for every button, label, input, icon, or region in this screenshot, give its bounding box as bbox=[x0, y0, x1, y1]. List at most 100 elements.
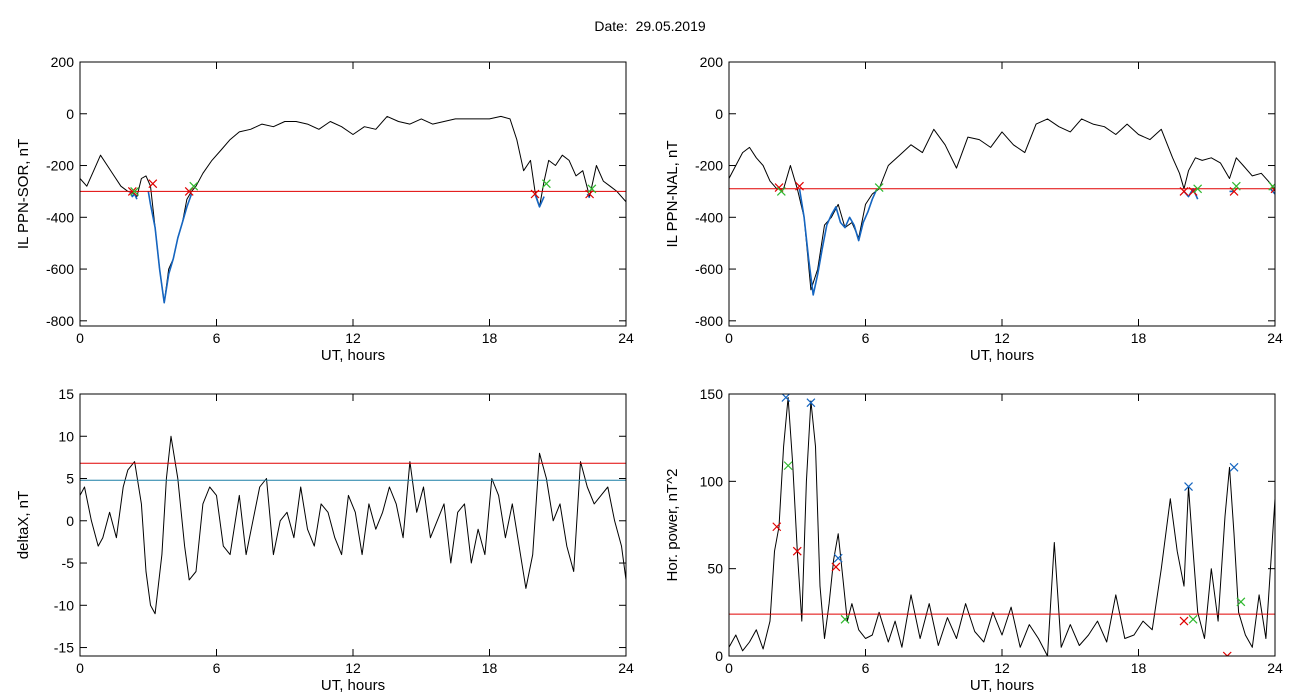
x-tick-label: 12 bbox=[994, 330, 1010, 346]
y-axis-label: Hor. power, nT^2 bbox=[664, 469, 681, 582]
marker-x bbox=[1188, 186, 1198, 196]
x-tick-label: 6 bbox=[862, 660, 870, 676]
marker-x bbox=[1222, 651, 1232, 656]
marker-x bbox=[776, 186, 786, 196]
x-tick-label: 18 bbox=[1131, 660, 1147, 676]
marker-x bbox=[1193, 184, 1203, 194]
marker-x bbox=[840, 614, 850, 624]
x-tick-label: 0 bbox=[76, 660, 84, 676]
marker-x bbox=[1231, 181, 1241, 191]
marker-x bbox=[587, 184, 597, 194]
marker-x bbox=[831, 562, 841, 572]
x-tick-label: 24 bbox=[618, 330, 634, 346]
marker-x bbox=[1229, 462, 1239, 472]
marker-x bbox=[833, 553, 843, 563]
plot-area bbox=[729, 394, 1275, 656]
marker-x bbox=[792, 546, 802, 556]
y-tick-label: -800 bbox=[46, 313, 74, 329]
y-tick-label: 200 bbox=[51, 54, 75, 70]
x-tick-label: 24 bbox=[1267, 330, 1283, 346]
series-line-0 bbox=[729, 397, 1275, 656]
y-tick-label: 0 bbox=[715, 648, 723, 664]
series-line-3 bbox=[534, 193, 545, 208]
x-tick-label: 6 bbox=[862, 330, 870, 346]
marker-x bbox=[130, 186, 140, 196]
y-tick-label: 0 bbox=[66, 106, 74, 122]
marker-x bbox=[148, 179, 158, 189]
marker-x bbox=[1179, 616, 1189, 626]
marker-x bbox=[1268, 181, 1275, 191]
series-line-0 bbox=[80, 115, 626, 304]
x-tick-label: 0 bbox=[76, 330, 84, 346]
x-axis-label: UT, hours bbox=[321, 347, 385, 364]
marker-x bbox=[806, 398, 816, 408]
series-line-2 bbox=[147, 191, 193, 304]
x-axis-label: UT, hours bbox=[970, 347, 1034, 364]
y-tick-label: -400 bbox=[46, 209, 74, 225]
y-tick-label: -600 bbox=[695, 261, 723, 277]
marker-x bbox=[783, 461, 793, 471]
plot-area bbox=[729, 118, 1275, 296]
x-tick-label: 24 bbox=[618, 660, 634, 676]
marker-x bbox=[1184, 482, 1193, 491]
y-tick-label: 200 bbox=[700, 54, 724, 70]
x-axis-label: UT, hours bbox=[970, 677, 1034, 694]
x-tick-label: 12 bbox=[994, 660, 1010, 676]
x-tick-label: 0 bbox=[725, 660, 733, 676]
marker-x bbox=[874, 183, 884, 192]
y-tick-label: -400 bbox=[695, 209, 723, 225]
x-tick-label: 24 bbox=[1267, 660, 1283, 676]
x-tick-label: 6 bbox=[213, 660, 221, 676]
series-line-0 bbox=[729, 118, 1275, 291]
marker-x bbox=[530, 189, 540, 199]
page-title: Date: 29.05.2019 bbox=[594, 18, 706, 34]
marker-x bbox=[189, 181, 199, 191]
y-axis-label: IL PPN-SOR, nT bbox=[15, 139, 32, 249]
marker-x bbox=[585, 189, 595, 199]
y-tick-label: 0 bbox=[715, 106, 723, 122]
x-tick-label: 12 bbox=[345, 330, 361, 346]
marker-x bbox=[1179, 186, 1189, 196]
y-tick-label: -10 bbox=[54, 597, 74, 613]
x-tick-label: 18 bbox=[482, 660, 498, 676]
y-tick-label: 0 bbox=[66, 513, 74, 529]
y-tick-label: 150 bbox=[700, 386, 724, 402]
chart-il_nal: 0 6 12 18 24 200 0 -200 -400 -600 -800 UT, hours IL … bbox=[664, 54, 1283, 364]
y-tick-label: 50 bbox=[707, 561, 723, 577]
y-axis-label: deltaX, nT bbox=[15, 491, 32, 559]
y-tick-label: 100 bbox=[700, 473, 724, 489]
marker-x bbox=[127, 186, 137, 196]
marker-x bbox=[1188, 614, 1198, 624]
chart-il_sor: 0 6 12 18 24 200 0 -200 -400 -600 -800 UT, hours IL … bbox=[15, 54, 634, 364]
marker-x bbox=[541, 179, 551, 189]
marker-x bbox=[1236, 597, 1246, 607]
x-tick-label: 18 bbox=[482, 330, 498, 346]
plot-frame bbox=[79, 393, 627, 657]
series-line-1 bbox=[798, 188, 878, 296]
y-tick-label: -200 bbox=[46, 158, 74, 174]
y-tick-label: -600 bbox=[46, 261, 74, 277]
y-tick-label: -15 bbox=[54, 640, 74, 656]
plot-frame bbox=[728, 61, 1276, 327]
chart-hor_power: 0 6 12 18 24 150 100 50 0 UT, hours Hor. power, nT… bbox=[664, 386, 1283, 694]
y-tick-label: 15 bbox=[58, 386, 74, 402]
series-line-0 bbox=[80, 435, 626, 615]
marker-x bbox=[795, 181, 804, 191]
y-tick-label: -800 bbox=[695, 313, 723, 329]
plot-frame bbox=[728, 393, 1276, 657]
y-tick-label: 10 bbox=[58, 428, 74, 444]
y-axis-label: IL PPN-NAL, nT bbox=[664, 141, 681, 248]
chart-deltax: 0 6 12 18 24 15 10 5 0 -5 -10 -15 UT, hours deltaX, n… bbox=[15, 386, 634, 694]
marker-x bbox=[781, 394, 791, 402]
marker-x bbox=[772, 522, 782, 532]
x-tick-label: 0 bbox=[725, 330, 733, 346]
x-tick-label: 18 bbox=[1131, 330, 1147, 346]
x-tick-label: 6 bbox=[213, 330, 221, 346]
plot-area bbox=[80, 435, 626, 615]
x-axis-label: UT, hours bbox=[321, 677, 385, 694]
plot-frame bbox=[79, 61, 627, 327]
marker-x bbox=[1229, 186, 1239, 196]
plot-area bbox=[80, 115, 626, 304]
y-tick-label: 5 bbox=[66, 471, 74, 487]
